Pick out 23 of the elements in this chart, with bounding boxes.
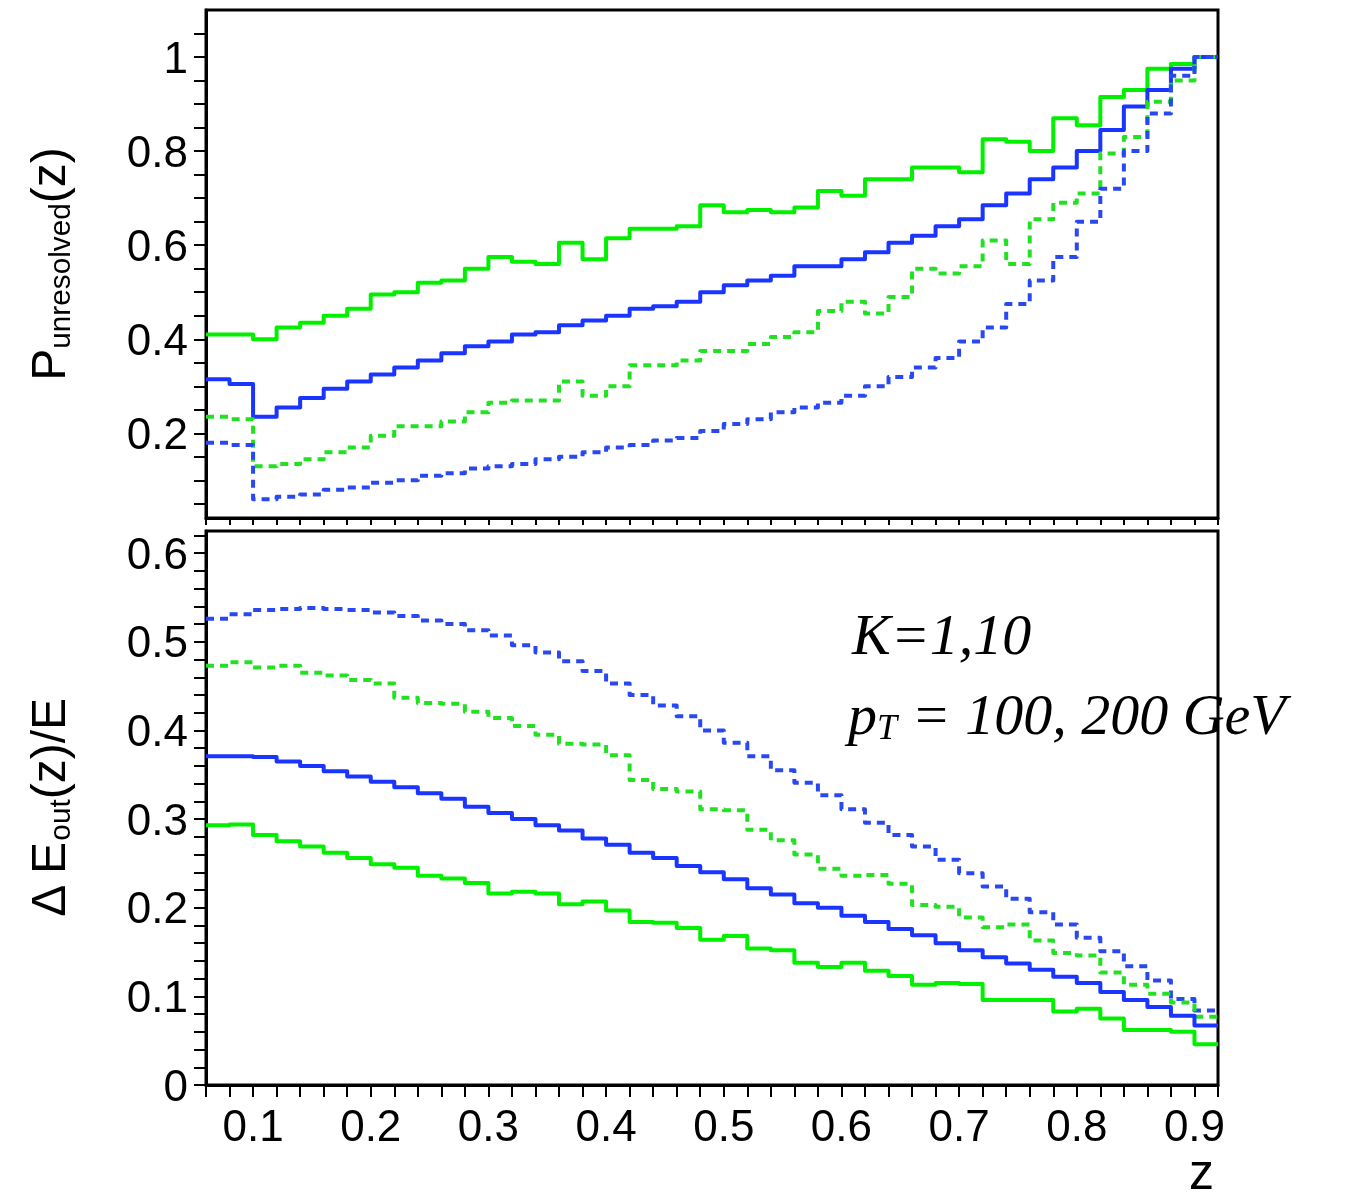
- y-tick-label: 0.1: [126, 971, 188, 1021]
- annotation: K=1,10: [851, 601, 1032, 667]
- x-tick-label: 0.7: [928, 1100, 990, 1150]
- y-tick-label: 0.6: [126, 220, 188, 270]
- x-tick-label: 0.4: [575, 1100, 637, 1150]
- x-tick-label: 0.5: [693, 1100, 755, 1150]
- y-tick-label: 0.4: [126, 314, 188, 364]
- y-tick-label: 0.2: [126, 408, 188, 458]
- x-tick-label: 0.8: [1046, 1100, 1108, 1150]
- y-tick-label: 0.3: [126, 794, 188, 844]
- x-tick-label: 0.2: [340, 1100, 402, 1150]
- y-tick-label: 0.2: [126, 883, 188, 933]
- y-tick-label: 0: [163, 1060, 188, 1110]
- y-tick-label: 0.4: [126, 705, 188, 755]
- y-axis-title: Δ Eout(z)/E: [21, 697, 76, 917]
- y-tick-label: 0.6: [126, 528, 188, 578]
- x-tick-label: 0.1: [222, 1100, 284, 1150]
- x-tick-label: 0.3: [457, 1100, 519, 1150]
- y-axis-title: Punresolved(z): [21, 147, 76, 381]
- y-tick-label: 0.8: [126, 126, 188, 176]
- x-tick-label: 0.6: [810, 1100, 873, 1150]
- y-tick-label: 0.5: [126, 617, 188, 667]
- y-tick-label: 1: [163, 32, 188, 82]
